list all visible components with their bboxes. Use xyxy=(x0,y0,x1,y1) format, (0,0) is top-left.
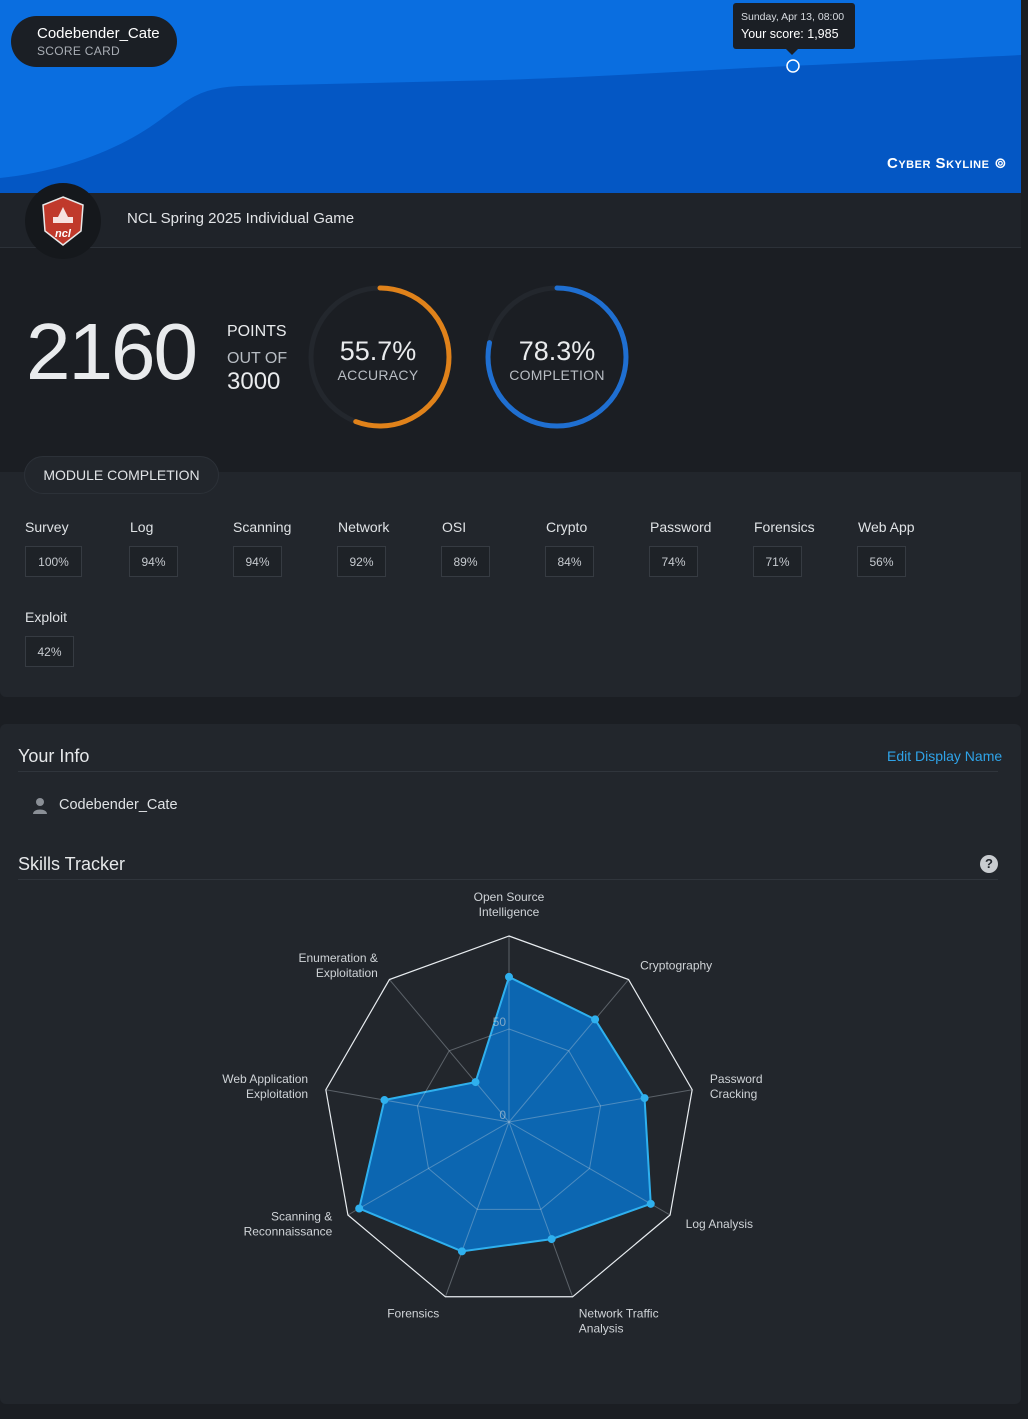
module-completion-panel xyxy=(0,472,1021,697)
module-pct-log: 94% xyxy=(129,546,178,577)
radar-data-point xyxy=(380,1096,389,1105)
skills-tracker-title: Skills Tracker xyxy=(18,854,126,874)
scorecard-label: SCORE CARD xyxy=(37,44,121,58)
module-name-exploit: Exploit xyxy=(25,609,68,625)
radar-axis-label: Enumeration & Exploitation xyxy=(298,951,377,980)
radar-spoke xyxy=(444,1121,510,1297)
module-name-network: Network xyxy=(338,519,390,535)
radar-spoke xyxy=(389,979,510,1123)
brand-text: Cyber Skyline xyxy=(887,155,990,172)
svg-text:ncl: ncl xyxy=(55,228,72,240)
module-name-survey: Survey xyxy=(25,519,69,535)
ncl-shield-icon: ncl xyxy=(42,196,84,246)
tooltip-score: Your score: 1,985 xyxy=(741,27,839,41)
radar-tick-label: 50 xyxy=(493,1015,507,1029)
radar-spoke xyxy=(325,1089,510,1123)
score-history-point[interactable] xyxy=(786,59,800,73)
game-title: NCL Spring 2025 Individual Game xyxy=(127,210,355,227)
skills-radar-chart: 0 50 Open Source Intelligence Cryptography Pa… xyxy=(222,890,763,1336)
ncl-logo: ncl xyxy=(25,183,101,259)
score-history-area-chart xyxy=(0,55,1021,193)
module-completion-title: MODULE COMPLETION xyxy=(43,467,200,483)
module-name-crypto: Crypto xyxy=(546,519,588,535)
display-name-value: Codebender_Cate xyxy=(59,797,178,813)
module-pct-exploit: 42% xyxy=(25,636,74,667)
score-history-area xyxy=(0,55,1021,193)
brand-globe-icon: ⊚ xyxy=(994,155,1008,172)
your-info-title: Your Info xyxy=(18,746,90,766)
module-completion-tab[interactable]: MODULE COMPLETION xyxy=(24,456,219,494)
divider xyxy=(18,771,998,772)
radar-spoke xyxy=(508,979,629,1123)
radar-data-point xyxy=(591,1015,600,1024)
points-label: POINTS xyxy=(227,323,287,340)
radar-data-point xyxy=(646,1199,655,1208)
module-name-forensics: Forensics xyxy=(754,519,815,535)
radar-spoke xyxy=(508,1121,671,1216)
module-pct-crypto: 84% xyxy=(545,546,594,577)
user-icon xyxy=(33,798,47,814)
module-pct-forensics: 71% xyxy=(753,546,802,577)
module-pct-osi: 89% xyxy=(441,546,490,577)
completion-label: COMPLETION xyxy=(509,367,605,383)
username-label: Codebender_Cate xyxy=(37,25,160,42)
module-pct-survey: 100% xyxy=(25,546,82,577)
radar-data-point xyxy=(505,972,513,981)
radar-tick-label: 0 xyxy=(499,1108,506,1122)
accuracy-label: ACCURACY xyxy=(337,367,419,383)
module-name-web-app: Web App xyxy=(858,519,915,535)
cyber-skyline-logo: Cyber Skyline ⊚ xyxy=(887,154,1007,172)
module-pct-network: 92% xyxy=(337,546,386,577)
radar-axis-label: Open Source Intelligence xyxy=(474,890,545,919)
game-header-row xyxy=(0,193,1021,248)
score-points: 2160 xyxy=(26,307,198,396)
radar-data-point xyxy=(457,1247,466,1256)
radar-axis-label: Network Traffic Analysis xyxy=(579,1307,659,1336)
accuracy-ring-arc xyxy=(308,285,452,429)
divider xyxy=(18,879,998,880)
accuracy-value: 55.7% xyxy=(339,336,417,366)
module-pct-password: 74% xyxy=(649,546,698,577)
radar-axis-label: Log Analysis xyxy=(686,1217,753,1231)
help-icon[interactable]: ? xyxy=(980,855,998,873)
radar-data-point xyxy=(355,1204,364,1213)
completion-ring xyxy=(485,285,629,429)
radar-axis-label: Web Application Exploitation xyxy=(222,1072,308,1101)
radar-axis-label: Forensics xyxy=(387,1307,439,1321)
module-name-osi: OSI xyxy=(442,519,467,535)
radar-data-point xyxy=(471,1078,480,1087)
radar-data-area xyxy=(358,975,652,1253)
score-tooltip: Sunday, Apr 13, 08:00 Your score: 1,985 xyxy=(733,3,855,49)
radar-data-point xyxy=(640,1094,649,1103)
radar-data-point xyxy=(547,1235,556,1244)
radar-axis-label: Cryptography xyxy=(640,959,712,973)
radar-grid-outer xyxy=(325,935,693,1298)
module-pct-scanning: 94% xyxy=(233,546,282,577)
accuracy-ring xyxy=(308,285,452,429)
radar-spoke xyxy=(508,1121,574,1297)
tooltip-arrow xyxy=(786,49,798,55)
radar-axis-label: Scanning & Reconnaissance xyxy=(244,1210,333,1239)
module-name-scanning: Scanning xyxy=(233,519,292,535)
radar-spoke xyxy=(347,1121,510,1216)
module-pct-web-app: 56% xyxy=(857,546,906,577)
tooltip-date: Sunday, Apr 13, 08:00 xyxy=(741,11,845,23)
completion-value: 78.3% xyxy=(518,336,596,366)
user-pill: Codebender_Cate SCORE CARD xyxy=(11,16,177,67)
radar-spoke xyxy=(508,1089,693,1123)
module-name-password: Password xyxy=(650,519,712,535)
radar-axis-label: Password Cracking xyxy=(710,1072,763,1101)
edit-display-name-link[interactable]: Edit Display Name xyxy=(887,748,1003,764)
completion-ring-arc xyxy=(485,285,629,429)
page-bottom xyxy=(0,1404,1028,1419)
radar-grid-inner xyxy=(416,1028,602,1210)
total-points: 3000 xyxy=(227,368,281,395)
module-name-log: Log xyxy=(130,519,154,535)
out-of-label: OUT OF xyxy=(227,350,288,367)
